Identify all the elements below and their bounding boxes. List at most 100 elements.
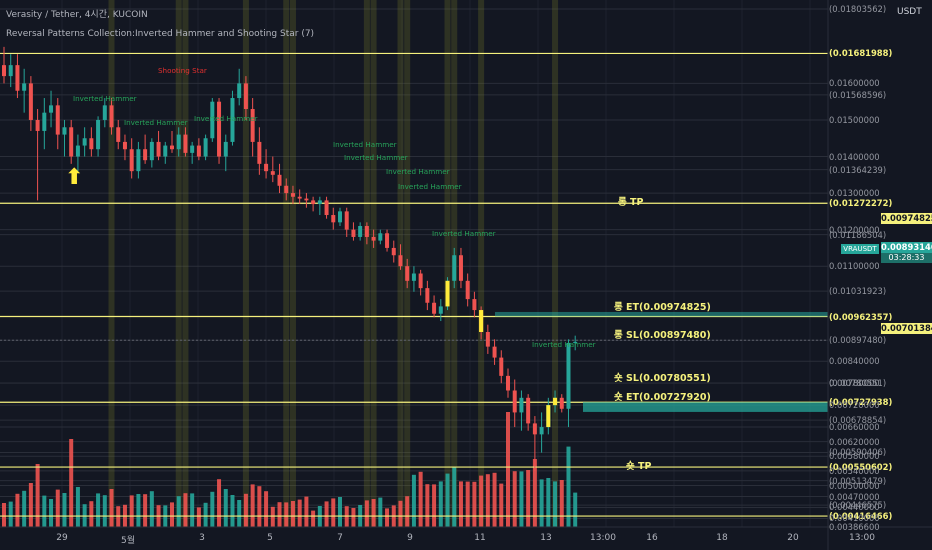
volume-bar — [129, 495, 134, 527]
price-scale-label: 0.00580000 — [829, 451, 880, 462]
price-scale-label: (0.01568596) — [829, 89, 887, 100]
candle-body — [217, 101, 222, 157]
price-scale-label: (0.00513479) — [829, 475, 887, 486]
candle-body — [35, 119, 40, 131]
pattern-highlight-column — [444, 0, 451, 527]
candle-body — [338, 211, 342, 223]
price-scale-label: (0.01186504) — [829, 229, 887, 240]
pattern-highlight-column — [289, 0, 296, 527]
trade-level-annotation: 롱 ET(0.00974825) — [614, 301, 711, 313]
volume-bar — [364, 500, 369, 527]
candle-body — [8, 65, 13, 77]
price-scale-label: (0.01803562) — [829, 4, 887, 14]
volume-bar — [96, 493, 101, 527]
price-scale-label: (0.00727938) — [829, 397, 893, 408]
volume-bar — [432, 484, 437, 527]
price-scale-label: 0.00500000 — [829, 480, 880, 491]
candle-body — [223, 141, 228, 157]
pattern-highlight-column — [363, 0, 370, 527]
inverted-hammer-label: Inverted Hammer — [73, 94, 137, 103]
price-scale-label: (0.01031923) — [829, 286, 887, 297]
price-scale-label: (0.00678854) — [829, 415, 887, 426]
volume-bar — [149, 491, 154, 527]
price-scale-label: 0.00470000 — [829, 491, 880, 502]
candle-body — [203, 138, 208, 157]
volume-bar — [398, 500, 403, 527]
candle-body — [311, 200, 316, 205]
candle-body — [432, 302, 437, 314]
price-scale-label: 0.00620000 — [829, 436, 880, 447]
candle-body — [458, 255, 463, 281]
volume-bar — [445, 473, 450, 527]
time-axis-label: 16 — [646, 533, 658, 543]
volume-bar — [217, 479, 222, 527]
volume-bar — [183, 493, 188, 527]
indicator-title[interactable]: Reversal Patterns Collection:Inverted Ha… — [6, 29, 315, 39]
volume-bar — [304, 496, 309, 527]
volume-bar — [42, 495, 47, 527]
price-scale-label: (0.00780551) — [829, 377, 887, 388]
candle-body — [566, 342, 571, 409]
candle-body — [210, 101, 215, 139]
candle-body — [75, 145, 80, 157]
price-scale-label: (0.01272272) — [829, 198, 893, 209]
time-axis-label: 20 — [787, 533, 799, 543]
pattern-highlight-column — [242, 0, 249, 527]
volume-bar — [452, 467, 457, 527]
price-scale-label: 0.00840000 — [829, 356, 880, 367]
candle-countdown: 03:28:33 — [881, 253, 932, 263]
highlighted-candle — [546, 405, 551, 428]
candle-body — [573, 341, 578, 343]
volume-bar — [28, 483, 33, 527]
candle-body — [425, 288, 430, 303]
price-scale-label: 0.00780000 — [829, 378, 880, 389]
price-scale-label: (0.00550602) — [829, 462, 893, 473]
volume-bar — [378, 497, 383, 527]
candle-body — [324, 200, 329, 216]
volume-bar — [519, 471, 524, 527]
candle-body — [532, 423, 537, 435]
volume-bar — [411, 474, 416, 527]
current-symbol-label: VRAUSDT — [841, 244, 879, 254]
inverted-hammer-label: Inverted Hammer — [432, 229, 496, 238]
volume-bar — [196, 507, 201, 527]
volume-bar — [324, 501, 329, 527]
volume-bar — [338, 497, 342, 527]
candle-body — [364, 225, 369, 237]
volume-bar — [15, 493, 20, 527]
volume-bar — [223, 489, 228, 527]
price-scale-label: 0.01200000 — [829, 224, 880, 235]
candle-body — [398, 255, 403, 267]
candle-body — [102, 105, 107, 120]
time-axis-label: 7 — [337, 533, 343, 543]
volume-bar — [526, 470, 531, 527]
candle-body — [230, 98, 235, 142]
candle-body — [284, 185, 289, 194]
candle-body — [290, 193, 295, 197]
short-entry-price-tag: 0.00701384 — [881, 323, 932, 334]
candle-body — [149, 141, 154, 161]
volume-bar — [311, 510, 316, 527]
trade-level-annotation: 숏 SL(0.00780551) — [614, 372, 711, 384]
candle-body — [143, 149, 148, 161]
candle-body — [526, 397, 531, 424]
time-axis-label: 13:00 — [849, 533, 875, 543]
volume-bar — [405, 496, 410, 527]
price-scale-label: 0.01500000 — [829, 114, 880, 125]
candle-body — [196, 145, 201, 157]
price-scale-label: (0.01364239) — [829, 164, 887, 175]
candle-body — [472, 299, 477, 311]
volume-bar — [143, 494, 148, 527]
candle-body — [499, 357, 504, 376]
candle-body — [42, 112, 47, 131]
price-scale-label: 0.00720000 — [829, 400, 880, 411]
volume-bar — [506, 412, 510, 527]
candle-body — [55, 105, 60, 135]
inverted-hammer-label: Inverted Hammer — [532, 340, 596, 349]
candle-body — [512, 390, 517, 413]
candle-body — [411, 273, 416, 281]
price-scale-label: 0.00660000 — [829, 422, 880, 433]
candle-body — [452, 255, 457, 281]
